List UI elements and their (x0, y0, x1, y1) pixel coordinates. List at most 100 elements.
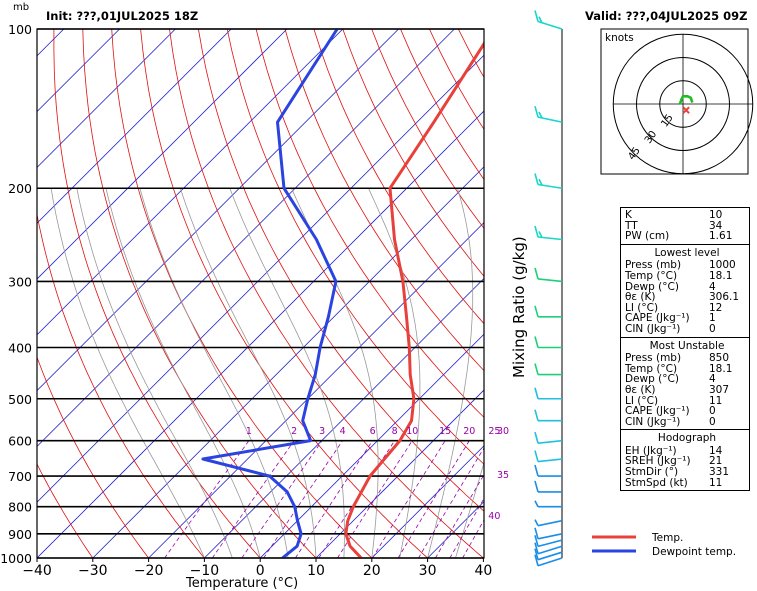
mixing-ratio-label: 20 (463, 426, 475, 437)
pressure-lines (37, 28, 484, 559)
index-value: 12 (709, 301, 723, 314)
mixing-ratio-label: 35 (497, 470, 509, 481)
wind-barb (534, 527, 563, 540)
wind-barb (534, 480, 562, 493)
isotherm-line (204, 277, 484, 558)
hodograph-title: Hodograph (657, 432, 717, 445)
isotherm-line (37, 29, 176, 168)
index-row: Dewp (°C) 4 (625, 374, 749, 385)
index-row: CAPE (Jkg⁻¹) 0 (625, 406, 749, 417)
wind-barb (534, 363, 562, 376)
moist-adiabat-line (229, 188, 345, 558)
index-name: CIN (Jkg⁻¹) (625, 322, 681, 335)
index-value: 4 (709, 280, 716, 293)
dry-adiabat-line (82, 29, 317, 558)
mixing-ratio-line (449, 497, 484, 558)
index-value: 1 (709, 312, 716, 325)
moist-adiabat-line (455, 461, 484, 558)
index-value: 11 (709, 476, 723, 489)
pressure-tick-label: 500 (8, 392, 32, 407)
isotherm-line (37, 54, 484, 503)
hodograph-unit: knots (605, 32, 634, 44)
pressure-tick-label: 800 (8, 500, 32, 515)
mixing-ratio-label: 30 (497, 426, 509, 437)
index-row: θε (K) 307 (625, 385, 749, 396)
isotherm-line (37, 29, 288, 280)
index-value: 306.1 (709, 291, 740, 304)
moist-adiabat-line (291, 188, 379, 558)
index-value: 1000 (709, 259, 736, 272)
wind-barb (534, 409, 562, 422)
hodograph-trace-low (678, 95, 685, 105)
isotherm-line (37, 29, 344, 336)
isotherm-line (371, 445, 484, 558)
index-row: PW (cm) 1.61 (625, 231, 749, 242)
wind-barb (534, 10, 563, 30)
plot-frame (36, 28, 485, 559)
pressure-tick-label: 100 (8, 22, 32, 37)
index-row: CIN (Jkg⁻¹) 0 (625, 417, 749, 428)
index-row: SREH (Jkg⁻¹) 21 (625, 456, 749, 467)
pressure-tick-label: 300 (8, 274, 32, 289)
index-value: 18.1 (709, 362, 733, 375)
dry-adiabat-line (140, 29, 429, 558)
wind-barb (534, 431, 563, 444)
temp-tick-label: 0 (256, 563, 265, 579)
lowest-level-title: Lowest level (654, 246, 720, 259)
index-name: StmDir (°) (625, 466, 679, 479)
legend: Temp. Dewpoint temp. (592, 532, 736, 558)
wind-barb (534, 387, 562, 400)
temp-tick-label: 30 (419, 563, 437, 579)
index-row: StmSpd (kt) 11 (625, 478, 749, 489)
index-name: CAPE (Jkg⁻¹) (625, 405, 690, 418)
legend-dewpoint-label: Dewpoint temp. (652, 546, 736, 558)
wind-barb (534, 519, 563, 527)
index-value: 18.1 (709, 269, 733, 282)
wind-barb (534, 305, 562, 318)
pressure-tick-label: 900 (8, 527, 32, 542)
dry-adiabat-line (313, 29, 484, 325)
index-name: θε (K) (625, 291, 656, 304)
dry-adiabat-line (169, 29, 484, 558)
index-name: LI (°C) (625, 301, 659, 314)
mixing-ratio-line (263, 440, 343, 558)
mixing-ratio-label: 10 (406, 426, 418, 437)
temp-tick-label: −20 (134, 563, 164, 579)
index-row: θε (K) 306.1 (625, 292, 749, 303)
index-row: Press (mb) 850 (625, 353, 749, 364)
dry-adiabat-line (255, 29, 484, 418)
index-name: LI (°C) (625, 394, 659, 407)
dry-adiabat-line (37, 463, 94, 558)
wind-barb (534, 554, 563, 567)
sounding-profiles (201, 29, 484, 558)
mixing-ratio-line (211, 440, 295, 558)
pressure-tick-label: 600 (8, 434, 32, 449)
wind-barb (534, 173, 563, 190)
mixing-ratio-label: 2 (291, 426, 297, 437)
wind-barb (534, 225, 563, 241)
wind-barb (534, 450, 563, 463)
index-value: 307 (709, 383, 730, 396)
index-value: 10 (709, 209, 723, 221)
pressure-tick-label: 200 (8, 181, 32, 196)
temp-tick-label: 10 (307, 563, 325, 579)
index-value: 21 (709, 455, 723, 468)
index-name: θε (K) (625, 383, 656, 396)
mixing-ratio-label: 40 (488, 511, 500, 522)
index-value: 0 (709, 322, 716, 335)
indices-lowest-level: Lowest level Press (mb) 1000 Temp (°C) 18.1… (621, 243, 749, 337)
isotherm-line (37, 29, 455, 447)
index-name: SREH (Jkg⁻¹) (625, 455, 691, 468)
index-row: Temp (°C) 18.1 (625, 364, 749, 375)
index-name: PW (cm) (625, 230, 670, 243)
index-name: Press (mb) (625, 352, 682, 365)
mixing-ratio-label: 6 (370, 426, 376, 437)
legend-temp-label: Temp. (651, 532, 683, 544)
index-row: LI (°C) 12 (625, 303, 749, 314)
dry-adiabat-line (198, 29, 484, 512)
dry-adiabat-line (53, 29, 261, 558)
